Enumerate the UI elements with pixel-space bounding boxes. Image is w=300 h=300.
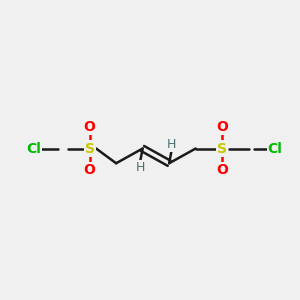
Text: O: O — [216, 120, 228, 134]
Text: H: H — [167, 138, 176, 151]
Text: O: O — [216, 163, 228, 177]
Text: O: O — [84, 163, 96, 177]
Text: O: O — [84, 120, 96, 134]
Text: Cl: Cl — [26, 142, 41, 155]
Text: H: H — [136, 161, 145, 174]
Text: S: S — [85, 142, 94, 155]
Text: Cl: Cl — [268, 142, 283, 155]
Text: S: S — [217, 142, 227, 155]
